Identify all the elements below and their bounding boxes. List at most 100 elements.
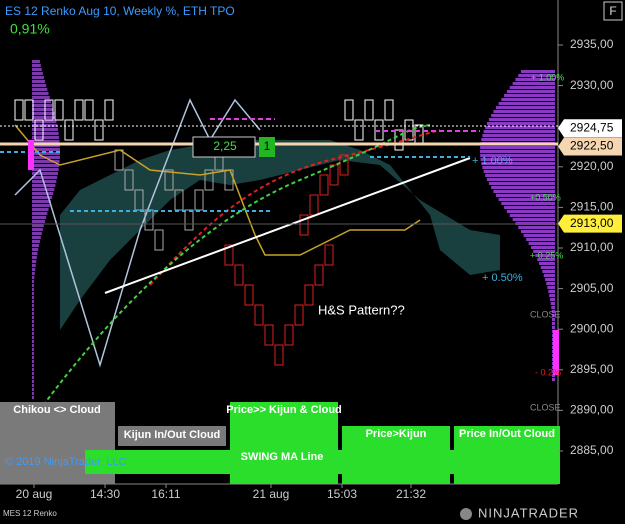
profile-bar (512, 82, 555, 85)
profile-bar (32, 372, 34, 375)
profile-bar (480, 150, 555, 153)
button[interactable] (603, 1, 623, 21)
profile-bar (32, 260, 37, 263)
profile-bar (539, 262, 555, 265)
renko-brick (264, 324, 274, 346)
profile-bar (32, 356, 34, 359)
profile-bar (32, 68, 42, 71)
renko-brick (344, 99, 354, 121)
profile-bar (32, 160, 60, 163)
logo-icon (460, 508, 472, 520)
kijun-line (14, 124, 421, 256)
profile-bar (32, 388, 34, 391)
button-label[interactable]: F (609, 4, 616, 18)
profile-bar (32, 104, 53, 107)
profile-bar (32, 384, 34, 387)
profile-bar (501, 202, 555, 205)
profile-bar (480, 158, 555, 161)
x-tick-label: 15:03 (327, 487, 357, 501)
profile-bar (32, 380, 34, 383)
profile-bar (32, 324, 34, 327)
chart-title: ES 12 Renko Aug 10, Weekly %, ETH TPO (5, 4, 235, 18)
level-label: + 1.00% (531, 72, 564, 82)
renko-brick (384, 99, 394, 121)
profile-bar (32, 204, 50, 207)
annotation: 2,25 (213, 139, 237, 153)
profile-bar (550, 302, 555, 305)
profile-bar (32, 88, 48, 91)
y-tick-label: 2930,00 (570, 78, 614, 92)
profile-bar (483, 130, 555, 133)
renko-brick (74, 99, 84, 121)
profile-bar (540, 266, 555, 269)
profile-bar (32, 368, 34, 371)
profile-bar (551, 310, 555, 313)
cloud (60, 140, 500, 330)
panel-label: Kijun In/Out Cloud (124, 429, 221, 441)
renko-brick (319, 174, 329, 196)
profile-bar (537, 258, 555, 261)
level-label: +0.50% (530, 192, 561, 202)
price-marker (558, 214, 622, 233)
renko-brick (154, 229, 164, 251)
profile-bar (533, 250, 555, 253)
renko-brick (34, 119, 44, 141)
renko-brick (244, 284, 254, 306)
renko-brick (94, 119, 104, 141)
y-tick-label: 2890,00 (570, 403, 614, 417)
level-label: CLOSE (530, 402, 561, 412)
profile-bar (549, 298, 555, 301)
profile-bar (551, 306, 555, 309)
profile-bar (32, 352, 34, 355)
profile-bar (32, 304, 34, 307)
profile-bar (481, 138, 555, 141)
profile-bar (32, 116, 56, 119)
profile-bar (485, 126, 555, 129)
profile-bar (498, 102, 555, 105)
profile-bar (32, 164, 60, 167)
profile-bar (32, 64, 41, 67)
profile-bar (32, 224, 44, 227)
y-tick-label: 2915,00 (570, 200, 614, 214)
level-label: CLOSE (530, 309, 561, 319)
profile-bar (32, 248, 39, 251)
renko-brick (44, 99, 54, 121)
annotation-box (192, 136, 256, 158)
profile-bar (512, 218, 555, 221)
profile-bar (32, 264, 36, 267)
profile-bar (523, 234, 555, 237)
renko-brick (64, 119, 74, 141)
level-label: - 0.2% (535, 367, 561, 377)
profile-bar (32, 76, 44, 79)
profile-bar (32, 236, 41, 239)
renko-brick (364, 99, 374, 121)
profile-bar (32, 108, 54, 111)
profile-bar (32, 340, 34, 343)
profile-bar (498, 198, 555, 201)
profile-bar (548, 290, 555, 293)
profile-bar (32, 168, 59, 171)
profile-bar (32, 300, 34, 303)
renko-brick (134, 189, 144, 211)
profile-bar (32, 284, 34, 287)
y-tick-label: 2905,00 (570, 281, 614, 295)
profile-bar (552, 314, 555, 317)
y-tick-label: 2920,00 (570, 159, 614, 173)
price-marker-label: 2924,75 (570, 120, 614, 134)
profile-bar (32, 280, 34, 283)
profile-bar (32, 296, 34, 299)
renko-brick (404, 119, 414, 141)
profile-bar (32, 140, 60, 143)
panel (118, 426, 226, 446)
profile-bar (518, 226, 555, 229)
renko-brick (54, 99, 64, 121)
profile-bar (32, 308, 34, 311)
profile-bar (543, 274, 555, 277)
profile-bar (32, 212, 48, 215)
profile-bar (488, 182, 555, 185)
change-label: 0,91% (10, 21, 50, 37)
copyright: © 2019 NinjaTrader, LLC (5, 456, 126, 468)
renko-brick (304, 284, 314, 306)
profile-bar (509, 214, 555, 217)
